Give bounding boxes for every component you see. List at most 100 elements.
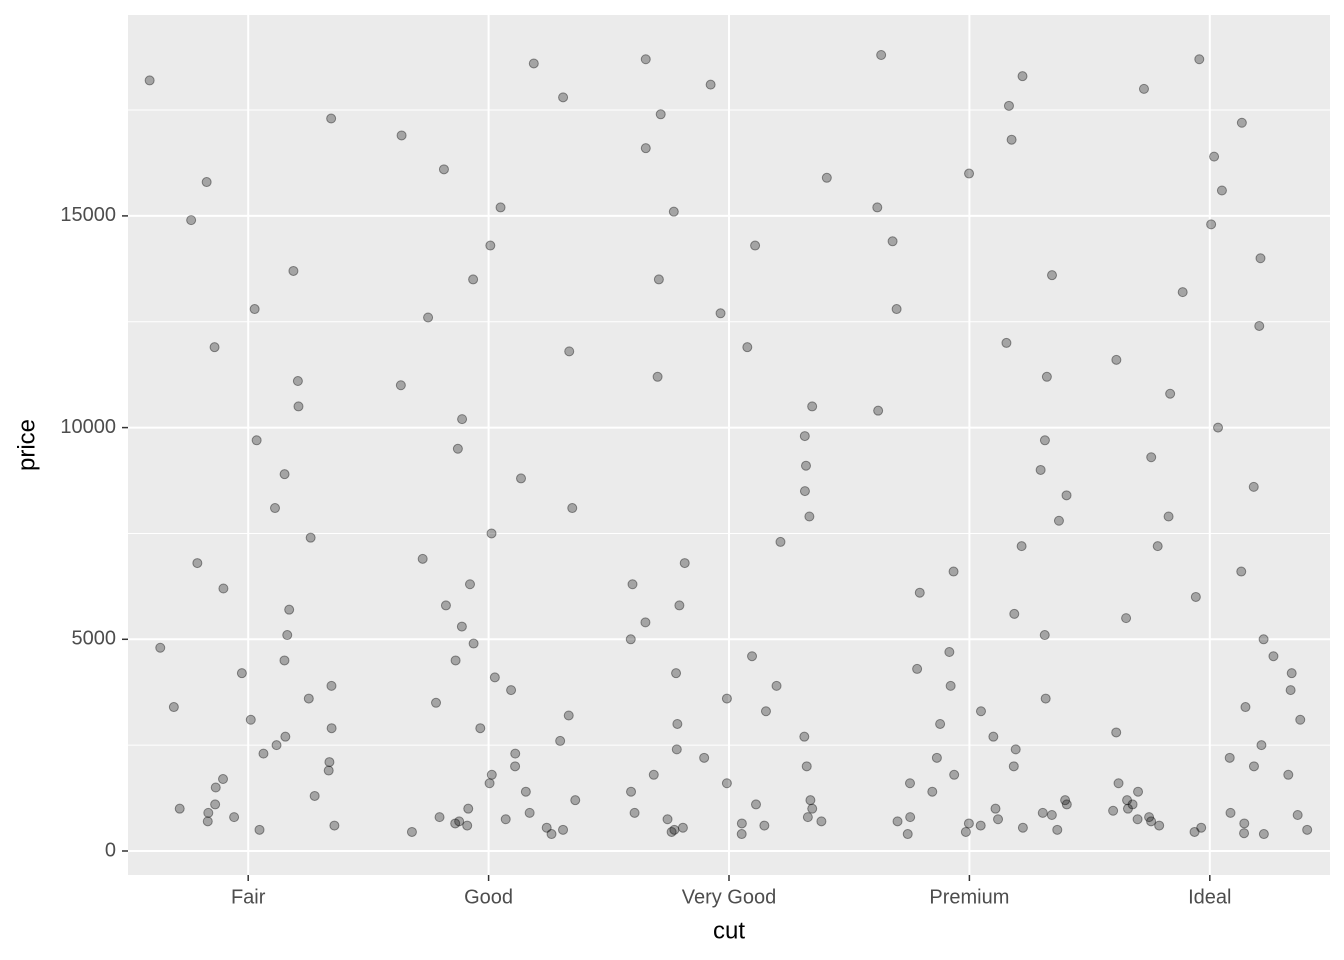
point xyxy=(305,532,316,543)
point xyxy=(742,342,753,353)
point xyxy=(736,818,747,829)
point xyxy=(463,803,474,814)
point xyxy=(1052,824,1063,835)
point xyxy=(326,723,337,734)
point xyxy=(1209,151,1220,162)
point xyxy=(210,799,221,810)
point xyxy=(1216,185,1227,196)
point xyxy=(468,274,479,285)
point xyxy=(218,774,229,785)
point xyxy=(626,786,637,797)
point xyxy=(558,92,569,103)
point xyxy=(975,820,986,831)
point xyxy=(326,113,337,124)
point xyxy=(1111,354,1122,365)
point xyxy=(510,748,521,759)
point xyxy=(760,706,771,717)
point xyxy=(1006,134,1017,145)
point xyxy=(671,744,682,755)
point xyxy=(485,240,496,251)
point xyxy=(669,824,680,835)
point xyxy=(1254,320,1265,331)
point xyxy=(486,769,497,780)
x-axis-title: cut xyxy=(713,917,745,944)
point xyxy=(625,634,636,645)
point xyxy=(905,812,916,823)
point xyxy=(457,414,468,425)
point xyxy=(927,786,938,797)
point xyxy=(807,401,818,412)
point xyxy=(892,816,903,827)
point xyxy=(750,799,761,810)
point xyxy=(303,693,314,704)
point xyxy=(500,814,511,825)
point xyxy=(271,740,282,751)
point xyxy=(629,807,640,818)
point xyxy=(520,786,531,797)
point xyxy=(944,646,955,657)
y-tick-label: 5000 xyxy=(72,628,117,650)
point xyxy=(438,164,449,175)
point xyxy=(1152,541,1163,552)
point xyxy=(674,600,685,611)
point xyxy=(653,274,664,285)
point xyxy=(251,435,262,446)
point xyxy=(1040,693,1051,704)
point xyxy=(279,655,290,666)
y-tick-label: 10000 xyxy=(60,416,116,438)
point xyxy=(1047,270,1058,281)
point xyxy=(1122,795,1133,806)
point xyxy=(1196,822,1207,833)
x-tick-label: Premium xyxy=(929,886,1009,908)
point xyxy=(960,826,971,837)
point xyxy=(1154,820,1165,831)
point xyxy=(948,566,959,577)
point xyxy=(279,469,290,480)
point xyxy=(1001,337,1012,348)
point xyxy=(258,748,269,759)
point xyxy=(245,714,256,725)
point xyxy=(949,769,960,780)
point xyxy=(417,553,428,564)
point xyxy=(705,79,716,90)
point xyxy=(209,342,220,353)
point xyxy=(807,803,818,814)
point xyxy=(1138,83,1149,94)
point xyxy=(964,168,975,179)
point xyxy=(202,816,213,827)
point xyxy=(1225,807,1236,818)
point xyxy=(1017,71,1028,82)
point xyxy=(1133,786,1144,797)
point xyxy=(323,765,334,776)
point xyxy=(1111,727,1122,738)
point xyxy=(1127,799,1138,810)
point xyxy=(1248,481,1259,492)
point xyxy=(284,604,295,615)
point xyxy=(1258,634,1269,645)
point xyxy=(662,814,673,825)
y-tick-label: 15000 xyxy=(60,204,116,226)
point xyxy=(555,735,566,746)
point xyxy=(640,54,651,65)
point xyxy=(1132,814,1143,825)
point xyxy=(516,473,527,484)
x-tick-label: Good xyxy=(464,886,513,908)
point xyxy=(201,177,212,188)
point xyxy=(750,240,761,251)
point xyxy=(236,668,247,679)
point xyxy=(1017,822,1028,833)
point xyxy=(1283,769,1294,780)
point xyxy=(495,202,506,213)
point xyxy=(1194,54,1205,65)
point xyxy=(1035,464,1046,475)
point xyxy=(1292,810,1303,821)
point xyxy=(873,405,884,416)
point xyxy=(775,536,786,547)
point xyxy=(904,778,915,789)
point xyxy=(1122,803,1133,814)
point xyxy=(990,803,1001,814)
point xyxy=(1190,591,1201,602)
point xyxy=(563,710,574,721)
point xyxy=(564,346,575,357)
point xyxy=(1060,795,1071,806)
